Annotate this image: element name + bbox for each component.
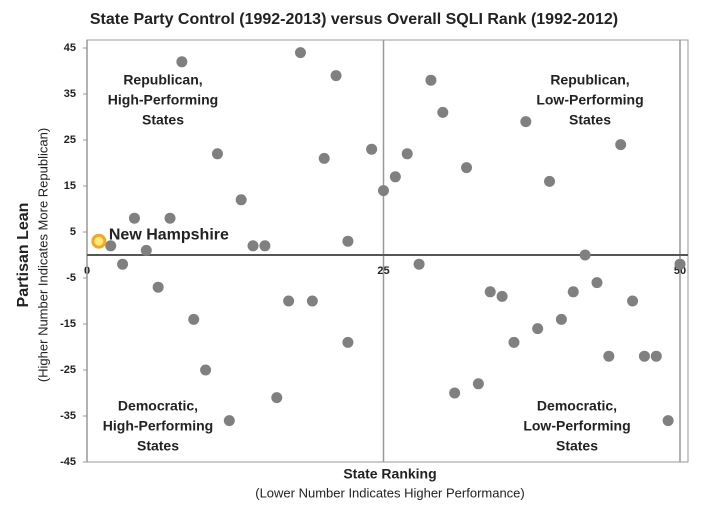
x-axis-title: State Ranking	[343, 466, 436, 482]
y-axis-title: Partisan Lean	[15, 203, 32, 308]
point	[615, 139, 627, 151]
point	[211, 148, 223, 160]
point	[140, 244, 152, 256]
highlight-label: New Hampshire	[109, 226, 229, 243]
point	[591, 277, 603, 289]
quadrant-annotation: States	[569, 112, 611, 128]
point	[496, 290, 508, 302]
point	[638, 350, 650, 362]
chart-title: State Party Control (1992-2013) versus O…	[90, 11, 618, 28]
point	[200, 364, 212, 376]
highlight-point	[91, 233, 107, 249]
quadrant-annotation: Republican,	[123, 72, 202, 88]
point	[164, 212, 176, 224]
point	[532, 323, 544, 335]
point	[401, 148, 413, 160]
y-tick-label: 35	[64, 88, 76, 100]
point	[152, 281, 164, 293]
point	[366, 143, 378, 155]
point	[627, 295, 639, 307]
y-tick-label: 45	[64, 42, 76, 54]
point	[650, 350, 662, 362]
point	[449, 387, 461, 399]
y-tick-label: -45	[60, 456, 76, 468]
point	[544, 175, 556, 187]
point	[271, 392, 283, 404]
point	[128, 212, 140, 224]
point	[567, 286, 579, 298]
y-tick-label: 25	[64, 134, 76, 146]
point	[117, 258, 129, 270]
point	[437, 106, 449, 118]
quadrant-annotation: Democratic,	[118, 398, 198, 414]
point	[188, 313, 200, 325]
point	[247, 240, 259, 252]
x-axis-subtitle: (Lower Number Indicates Higher Performan…	[255, 485, 525, 500]
point	[579, 249, 591, 261]
point	[603, 350, 615, 362]
y-tick-label: 15	[64, 180, 76, 192]
point	[223, 415, 235, 427]
point	[484, 286, 496, 298]
point	[413, 258, 425, 270]
quadrant-annotation: High-Performing	[103, 418, 213, 434]
quadrant-annotation: States	[142, 112, 184, 128]
point	[472, 378, 484, 390]
point	[318, 152, 330, 164]
point	[520, 116, 532, 128]
quadrant-annotation: Low-Performing	[523, 418, 630, 434]
y-tick-label: -35	[60, 410, 76, 422]
point	[259, 240, 271, 252]
point	[306, 295, 318, 307]
point	[378, 185, 389, 197]
point	[508, 336, 520, 348]
point	[342, 235, 354, 247]
point	[283, 295, 295, 307]
point	[425, 74, 437, 86]
quadrant-annotation: States	[556, 438, 598, 454]
point	[389, 171, 401, 183]
quadrant-annotation: States	[137, 438, 179, 454]
quadrant-annotation: Low-Performing	[536, 92, 643, 108]
quadrant-annotation: High-Performing	[108, 92, 218, 108]
point	[294, 47, 306, 59]
y-tick-label: -15	[60, 318, 76, 330]
y-tick-label: 5	[70, 226, 76, 238]
point	[235, 194, 247, 206]
point	[330, 70, 342, 82]
point	[342, 336, 354, 348]
y-tick-label: -5	[66, 272, 76, 284]
quadrant-annotation: Democratic,	[537, 398, 617, 414]
quadrant-annotation: Republican,	[550, 72, 629, 88]
point	[674, 258, 686, 270]
y-tick-label: -25	[60, 364, 76, 376]
point	[662, 415, 674, 427]
point	[461, 162, 473, 174]
point	[176, 56, 188, 68]
y-axis-subtitle: (Higher Number Indicates More Republican…	[35, 128, 50, 382]
point	[105, 240, 117, 252]
point	[555, 313, 567, 325]
